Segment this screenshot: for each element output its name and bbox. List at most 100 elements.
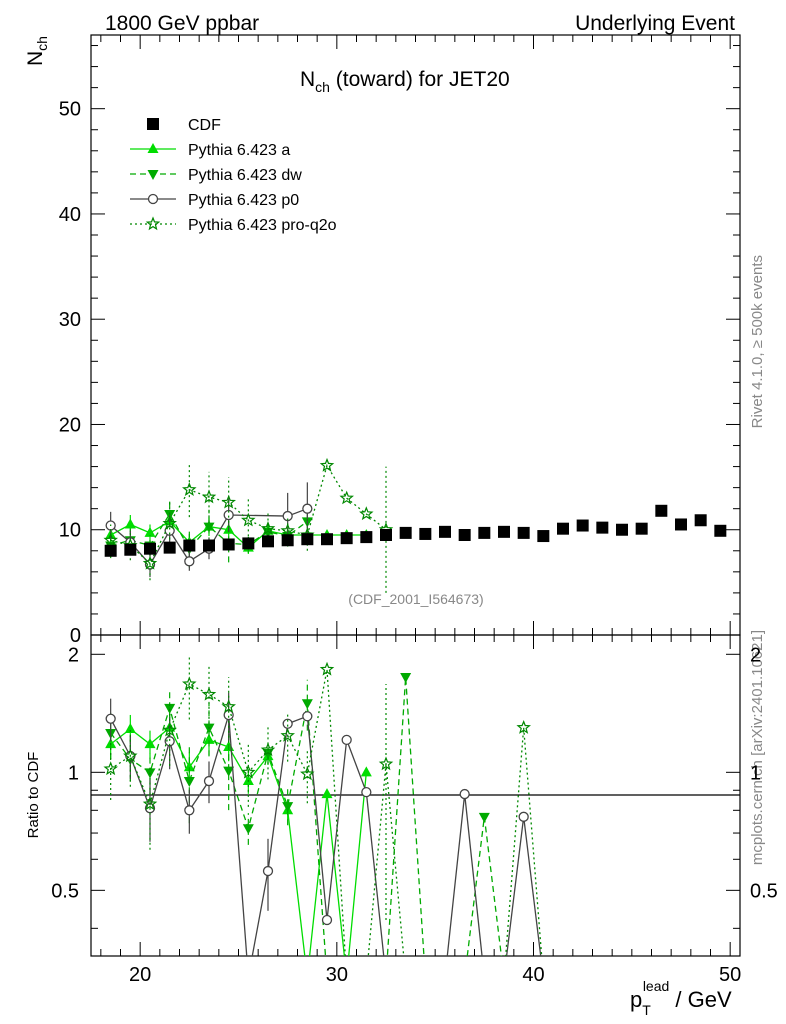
legend-item: Pythia 6.423 p0 bbox=[130, 192, 299, 209]
legend-item: Pythia 6.423 dw bbox=[130, 167, 302, 184]
data-point bbox=[282, 510, 293, 522]
legend-item: CDF bbox=[147, 117, 221, 134]
data-point bbox=[223, 509, 234, 521]
ratio-point bbox=[241, 764, 256, 779]
data-point bbox=[360, 531, 373, 544]
legend-label: Pythia 6.423 pro-q2o bbox=[188, 217, 337, 234]
ratio-point bbox=[221, 699, 236, 713]
ratio-point bbox=[164, 703, 176, 714]
ratio-point bbox=[223, 709, 234, 721]
data-point bbox=[144, 542, 156, 555]
header-right: Underlying Event bbox=[575, 12, 735, 35]
ratio-y-tick-label-right: 0.5 bbox=[750, 880, 778, 902]
data-point bbox=[576, 519, 589, 532]
rivet-version-text: Rivet 4.1.0, ≥ 500k events bbox=[749, 255, 766, 428]
ratio-y-tick-label: 0.5 bbox=[51, 880, 79, 902]
legend-marker bbox=[147, 170, 159, 180]
y-tick-label: 40 bbox=[59, 204, 81, 226]
legend-label: Pythia 6.423 p0 bbox=[188, 192, 299, 209]
legend: CDF Pythia 6.423 a Pythia 6.423 dw Pythia 6… bbox=[130, 117, 337, 234]
ratio-point bbox=[123, 748, 138, 763]
data-point bbox=[694, 514, 707, 527]
ratio-point bbox=[459, 788, 470, 800]
ratio-line bbox=[110, 726, 367, 956]
data-point bbox=[380, 529, 392, 541]
ratio-point bbox=[183, 777, 195, 788]
x-tick-label: 50 bbox=[719, 964, 741, 986]
ratio-point bbox=[105, 713, 116, 724]
ratio-point bbox=[103, 761, 118, 776]
legend-marker bbox=[147, 193, 159, 205]
ratio-point bbox=[321, 914, 333, 926]
data-point bbox=[262, 535, 274, 548]
ratio-point bbox=[262, 865, 274, 877]
data-point bbox=[222, 538, 235, 551]
data-point bbox=[203, 539, 215, 552]
data-point bbox=[124, 518, 136, 529]
data-point bbox=[359, 506, 374, 521]
ratio-point bbox=[124, 722, 136, 733]
ratio-point bbox=[518, 811, 529, 822]
data-point bbox=[182, 482, 197, 496]
ratio-point bbox=[182, 676, 197, 691]
ratio-point bbox=[203, 775, 215, 787]
legend-label: Pythia 6.423 dw bbox=[188, 167, 302, 184]
data-point bbox=[242, 537, 255, 550]
legend-marker bbox=[147, 143, 159, 153]
ratio-point bbox=[223, 766, 235, 777]
data-point bbox=[458, 529, 471, 541]
ratio-y-axis-label: Ratio to CDF bbox=[25, 752, 42, 839]
data-point bbox=[104, 544, 117, 557]
ratio-point bbox=[162, 722, 177, 737]
y-tick-label: 0 bbox=[70, 625, 81, 647]
ratio-point bbox=[300, 766, 315, 781]
data-point bbox=[203, 522, 215, 533]
ratio-point bbox=[280, 728, 295, 742]
x-tick-label: 40 bbox=[522, 964, 544, 986]
data-point bbox=[221, 494, 236, 509]
data-point bbox=[340, 532, 353, 545]
header-left: 1800 GeV ppbar bbox=[105, 12, 259, 35]
legend-label: CDF bbox=[188, 117, 221, 134]
data-point bbox=[596, 521, 609, 534]
data-point bbox=[419, 527, 432, 540]
data-point bbox=[281, 534, 294, 547]
series-cdf bbox=[104, 504, 727, 557]
chart-title: Nch (toward) for JET20 bbox=[300, 68, 510, 95]
ratio-point bbox=[478, 812, 490, 823]
ratio-line bbox=[110, 669, 543, 956]
data-point bbox=[162, 515, 177, 530]
ratio-point bbox=[360, 766, 372, 777]
main-plot-area bbox=[103, 457, 727, 593]
mcplots-text: mcplots.cern.ch [arXiv:2401.10621] bbox=[749, 630, 766, 865]
ratio-plot-area bbox=[103, 654, 543, 956]
data-point bbox=[517, 526, 530, 539]
ratio-point bbox=[319, 661, 335, 676]
data-point bbox=[537, 530, 550, 543]
x-tick-label: 30 bbox=[326, 964, 348, 986]
ratio-line bbox=[110, 714, 542, 956]
data-point bbox=[124, 543, 137, 556]
data-point bbox=[144, 526, 156, 537]
ratio-y-tick-label: 2 bbox=[68, 644, 79, 666]
analysis-tag: (CDF_2001_I564673) bbox=[348, 591, 483, 607]
main-axis-ticks: 0 10 20 30 40 50 bbox=[59, 35, 740, 647]
data-point bbox=[301, 533, 314, 546]
y-tick-label: 10 bbox=[59, 520, 81, 542]
y-tick-label: 20 bbox=[59, 414, 81, 436]
data-point bbox=[163, 541, 176, 554]
ratio-point bbox=[183, 761, 195, 772]
ratio-point bbox=[201, 686, 217, 701]
ratio-line bbox=[110, 676, 503, 956]
data-point bbox=[655, 504, 668, 517]
data-point bbox=[635, 522, 648, 535]
data-point bbox=[321, 533, 333, 546]
ratio-point bbox=[242, 824, 254, 835]
legend-item: Pythia 6.423 a bbox=[130, 142, 290, 159]
data-point bbox=[557, 522, 569, 535]
ratio-point bbox=[203, 733, 215, 744]
data-point bbox=[142, 555, 158, 570]
data-point bbox=[439, 525, 451, 538]
ratio-point bbox=[516, 719, 531, 734]
